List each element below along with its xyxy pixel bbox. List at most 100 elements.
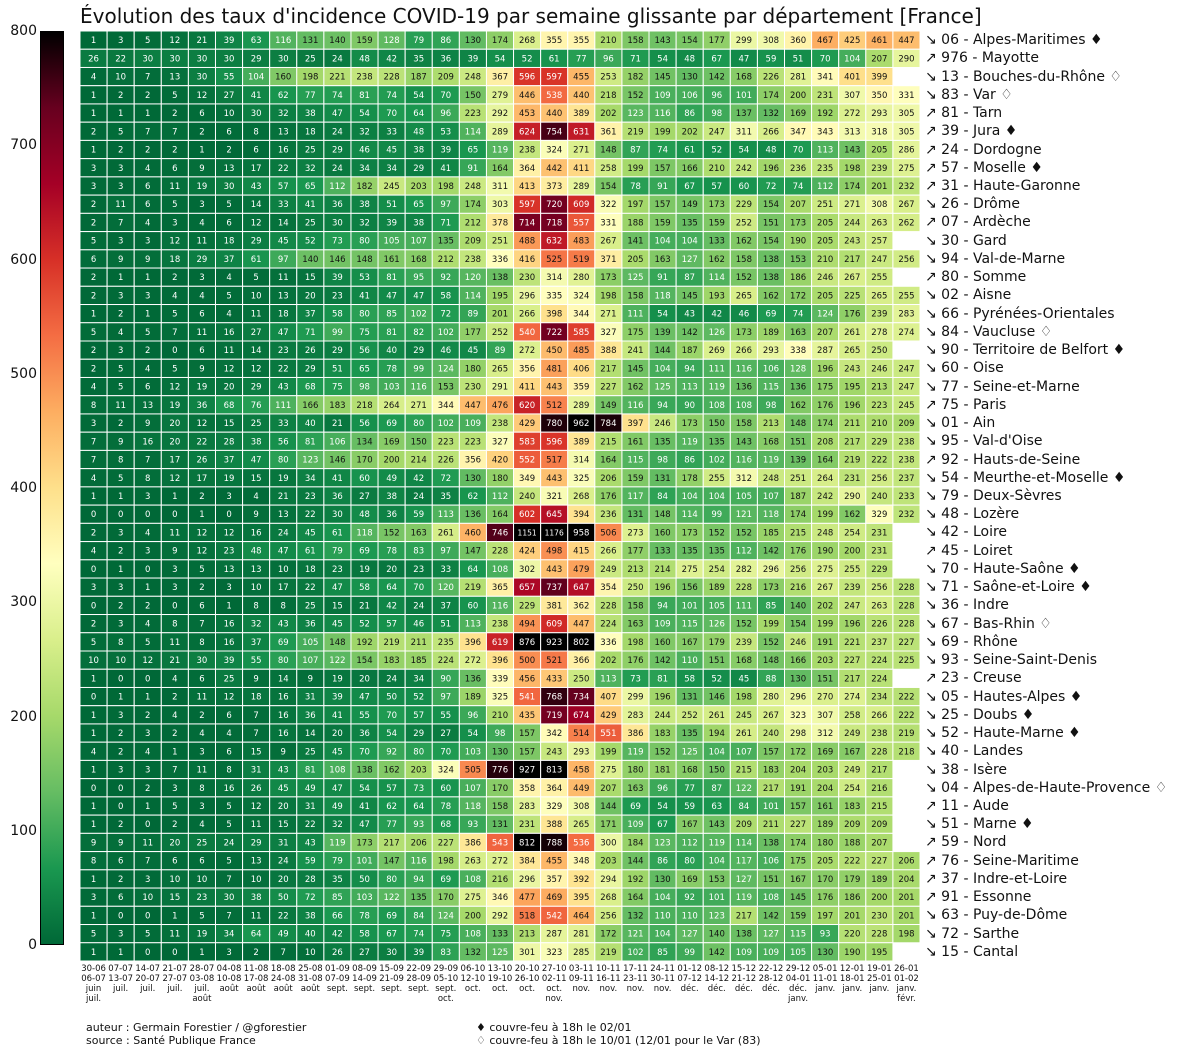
heatmap-cell-value: 406: [573, 364, 589, 374]
heatmap-cell-value: 17: [278, 583, 289, 593]
heatmap-cell-value: 238: [356, 73, 372, 83]
heatmap-cell-value: 5: [118, 383, 123, 393]
heatmap-cell-value: 157: [519, 729, 535, 739]
heatmap-cell-value: 718: [546, 218, 562, 228]
heatmap-cell-value: 72: [440, 310, 451, 320]
heatmap-cell-value: 261: [709, 711, 725, 721]
heatmap-cell-value: 1: [118, 565, 123, 575]
heatmap-cell-value: 189: [871, 875, 887, 885]
heatmap-cell-value: 479: [573, 565, 589, 575]
heatmap-cell-value: 37: [305, 310, 316, 320]
heatmap-cell-value: 219: [600, 948, 616, 958]
heatmap-cell-value: 5: [199, 565, 204, 575]
heatmap-cell-value: 443: [546, 565, 562, 575]
heatmap-cell-value: 99: [684, 948, 695, 958]
heatmap-cell-value: 48: [359, 510, 370, 520]
heatmap-cell-value: 256: [871, 583, 887, 593]
heatmap-cell-value: 199: [817, 510, 833, 520]
department-label: ↗ 976 - Mayotte: [925, 50, 1039, 67]
heatmap-cell-value: 45: [332, 747, 343, 757]
heatmap-cell-value: 232: [898, 510, 914, 520]
heatmap-cell-value: 80: [684, 857, 695, 867]
heatmap-cell-value: 958: [573, 528, 589, 538]
heatmap-cell-value: 12: [224, 693, 235, 703]
heatmap-cell-value: 201: [898, 911, 914, 921]
heatmap-cell-value: 167: [790, 875, 806, 885]
department-label: ↘ 51 - Marne ♦: [925, 816, 1034, 833]
heatmap-cell-value: 9: [308, 674, 313, 684]
heatmap-cell-value: 246: [871, 364, 887, 374]
heatmap-cell-value: 96: [657, 784, 668, 794]
heatmap-cell-value: 6: [199, 346, 204, 356]
heatmap-cell-value: 125: [654, 383, 670, 393]
heatmap-cell-value: 6: [145, 182, 150, 192]
department-label: ↗ 59 - Nord: [925, 834, 1007, 851]
heatmap-cell-value: 250: [573, 674, 589, 684]
heatmap-cell-value: 69: [359, 547, 370, 557]
heatmap-cell-value: 20: [169, 838, 180, 848]
heatmap-cell-value: 192: [356, 638, 372, 648]
heatmap-cell-value: 105: [736, 492, 752, 502]
heatmap-cell-value: 107: [411, 237, 427, 247]
heatmap-cell-value: 101: [736, 91, 752, 101]
heatmap-cell-value: 198: [438, 857, 454, 867]
heatmap-cell-value: 116: [736, 456, 752, 466]
heatmap-cell-value: 222: [898, 711, 914, 721]
heatmap-cell-value: 230: [519, 273, 535, 283]
heatmap-cell-value: 51: [332, 364, 343, 374]
heatmap-cell-value: 386: [627, 729, 643, 739]
heatmap-cell-value: 41: [440, 164, 451, 174]
heatmap-cell-value: 207: [790, 200, 806, 210]
heatmap-cell-value: 18: [278, 310, 289, 320]
heatmap-cell-value: 126: [709, 328, 725, 338]
heatmap-cell-value: 16: [142, 437, 153, 447]
heatmap-cell-value: 4: [226, 310, 231, 320]
heatmap-cell-value: 248: [465, 182, 481, 192]
heatmap-cell-value: 238: [519, 146, 535, 156]
heatmap-cell-value: 109: [763, 948, 779, 958]
heatmap-cell-value: 188: [844, 838, 860, 848]
heatmap-cell-value: 167: [844, 747, 860, 757]
heatmap-cell-value: 70: [413, 583, 424, 593]
heatmap-cell-value: 66: [332, 911, 343, 921]
colorbar: [40, 31, 64, 945]
heatmap-cell-value: 287: [546, 930, 562, 940]
heatmap-cell-value: 152: [627, 91, 643, 101]
heatmap-cell-value: 26: [88, 54, 99, 64]
heatmap-cell-value: 132: [627, 911, 643, 921]
heatmap-cell-value: 5: [172, 802, 177, 812]
heatmap-cell-value: 102: [438, 328, 454, 338]
heatmap-cell-value: 2: [118, 547, 123, 557]
heatmap-cell-value: 24: [413, 601, 424, 611]
heatmap-cell-value: 49: [305, 784, 316, 794]
heatmap-cell-value: 9: [91, 838, 96, 848]
heatmap-cell-value: 43: [278, 620, 289, 630]
department-label: ↘ 02 - Aisne: [925, 287, 1012, 304]
heatmap-cell-value: 80: [413, 747, 424, 757]
heatmap-cell-value: 104: [709, 747, 725, 757]
heatmap-cell-value: 4: [199, 820, 204, 830]
heatmap-cell-value: 187: [790, 492, 806, 502]
heatmap-cell-value: 256: [898, 255, 914, 265]
heatmap-cell-value: 116: [654, 109, 670, 119]
heatmap-cell-value: 7: [226, 911, 231, 921]
heatmap-cell-value: 38: [305, 109, 316, 119]
heatmap-cell-value: 14: [278, 674, 289, 684]
heatmap-cell-value: 119: [627, 747, 643, 757]
heatmap-cell-value: 329: [546, 802, 562, 812]
heatmap-cell-value: 1: [91, 766, 96, 776]
heatmap-cell-value: 196: [654, 583, 670, 593]
heatmap-cell-value: 11: [197, 237, 208, 247]
heatmap-cell-value: 217: [871, 766, 887, 776]
heatmap-cell-value: 9: [281, 747, 286, 757]
heatmap-cell-value: 22: [278, 164, 289, 174]
heatmap-cell-value: 3: [118, 930, 123, 940]
heatmap-cell-value: 32: [305, 164, 316, 174]
heatmap-cell-value: 4: [145, 364, 150, 374]
x-axis-label: 26-01 01-02 janv. févr.: [894, 964, 919, 1004]
heatmap-cell-value: 30: [251, 109, 262, 119]
heatmap-cell-value: 8: [199, 638, 204, 648]
heatmap-cell-value: 130: [682, 73, 698, 83]
heatmap-cell-value: 2: [199, 127, 204, 137]
heatmap-cell-value: 103: [465, 747, 481, 757]
